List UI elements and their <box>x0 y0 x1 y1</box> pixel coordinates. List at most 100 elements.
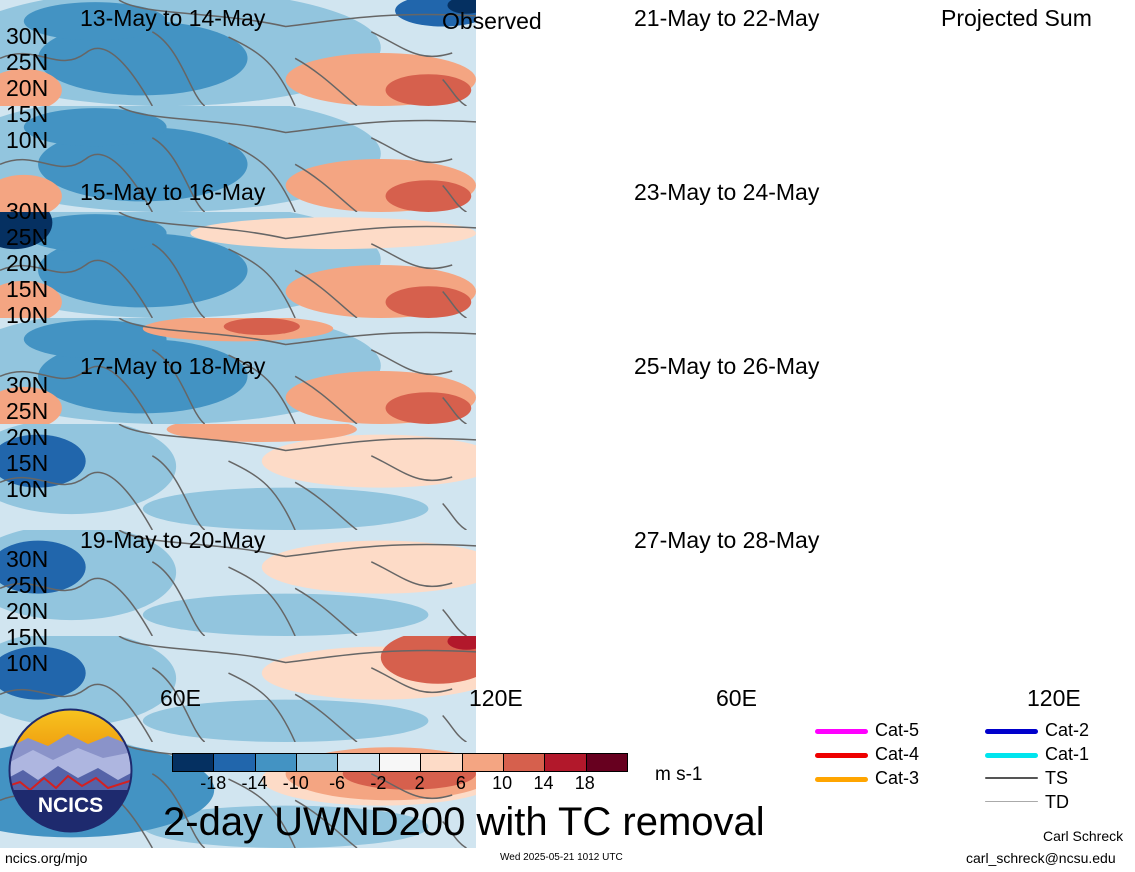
legend-label: Cat-2 <box>1045 720 1090 740</box>
coastline <box>0 635 477 743</box>
colorbar-tick-label: 14 <box>533 773 554 793</box>
colorbar-tick-label: 2 <box>414 773 425 793</box>
coastline <box>0 317 477 425</box>
map-shading <box>0 630 500 743</box>
legend-line <box>985 753 1038 758</box>
lat-label: 15N <box>6 101 49 127</box>
contour-region <box>142 805 429 848</box>
contour-region <box>385 74 472 106</box>
contour-region <box>385 392 472 424</box>
map-panel <box>0 307 477 430</box>
contour-region <box>0 174 62 218</box>
footer-email[interactable]: carl_schreck@ncsu.edu <box>966 850 1116 866</box>
colorbar-tick-label: -18 <box>200 773 227 793</box>
coastline <box>0 529 477 637</box>
lat-label: 10N <box>6 650 49 676</box>
lat-label: 20N <box>6 75 49 101</box>
colorbar-swatch <box>503 754 546 771</box>
contour-region <box>0 68 62 112</box>
legend-line <box>985 777 1038 779</box>
lat-label: 30N <box>6 23 49 49</box>
lat-label: 30N <box>6 372 49 398</box>
lon-label-120e-left: 120E <box>469 685 523 711</box>
contour-region <box>0 434 86 488</box>
legend-line <box>815 777 868 782</box>
colorbar-swatch <box>586 754 627 771</box>
colorbar-swatch <box>214 754 256 771</box>
lat-label: 25N <box>6 49 49 75</box>
lat-label: 15N <box>6 276 49 302</box>
legend-label: Cat-5 <box>875 720 920 740</box>
panel-date: 15-May to 16-May <box>80 179 266 205</box>
footer-timestamp: Wed 2025-05-21 1012 UTC <box>500 852 623 863</box>
map-shading <box>0 95 477 218</box>
contour-region <box>23 2 167 41</box>
legend-line <box>985 729 1038 734</box>
projected-label: Projected Sum <box>941 5 1092 31</box>
legend-label: Cat-4 <box>875 744 920 764</box>
legend-line <box>815 729 868 734</box>
contour-region <box>142 487 429 530</box>
lat-label: 25N <box>6 398 49 424</box>
lat-label: 15N <box>6 624 49 650</box>
lon-label-60e-left: 60E <box>160 685 201 711</box>
colorbar-swatch <box>338 754 380 771</box>
footer-author: Carl Schreck <box>1043 828 1124 844</box>
contour-region <box>23 108 167 147</box>
contour-region <box>385 180 472 212</box>
panel-date: 23-May to 24-May <box>634 179 820 205</box>
legend-label: TD <box>1045 792 1069 812</box>
colorbar-swatch <box>545 754 587 771</box>
contour-region <box>142 593 429 636</box>
map-panel <box>0 0 491 112</box>
colorbar-tick-label: -10 <box>282 773 309 793</box>
colorbar-tick-label: 10 <box>492 773 513 793</box>
panel-date: 27-May to 28-May <box>634 527 820 553</box>
map-shading <box>0 196 477 324</box>
ncics-logo: NCICS <box>8 708 133 833</box>
coastline <box>0 105 477 213</box>
contour-region <box>0 540 86 594</box>
colorbar <box>172 753 628 772</box>
map-shading <box>0 524 500 637</box>
legend-line <box>815 753 868 758</box>
panel-date: 19-May to 20-May <box>80 527 266 553</box>
colorbar-swatch <box>421 754 463 771</box>
logo-text: NCICS <box>38 794 103 817</box>
lat-label: 20N <box>6 598 49 624</box>
map-panel <box>0 95 477 218</box>
map-shading <box>0 307 477 430</box>
panel-date: 25-May to 26-May <box>634 353 820 379</box>
footer-url[interactable]: ncics.org/mjo <box>5 850 88 866</box>
colorbar-swatch <box>462 754 504 771</box>
map-grid <box>0 0 500 849</box>
colorbar-swatch <box>173 754 215 771</box>
colorbar-swatch <box>297 754 339 771</box>
legend-label: Cat-3 <box>875 768 920 788</box>
colorbar-units: m s-1 <box>655 764 703 785</box>
colorbar-swatch <box>379 754 422 771</box>
lat-label: 10N <box>6 302 49 328</box>
lon-label-60e-right: 60E <box>716 685 757 711</box>
colorbar-swatch <box>255 754 298 771</box>
map-shading <box>0 0 491 112</box>
contour-region <box>23 214 167 253</box>
colorbar-tick-label: -6 <box>329 773 346 793</box>
lat-label: 20N <box>6 250 49 276</box>
lat-label: 30N <box>6 546 49 572</box>
lat-label: 20N <box>6 424 49 450</box>
legend-label: Cat-1 <box>1045 744 1090 764</box>
contour-region <box>223 318 300 335</box>
contour-region <box>0 386 62 430</box>
lat-label: 25N <box>6 572 49 598</box>
map-panel <box>0 196 477 324</box>
coastline <box>0 211 477 319</box>
colorbar-tick-label: -2 <box>370 773 387 793</box>
figure-title: 2-day UWND200 with TC removal <box>163 800 765 844</box>
lat-label: 25N <box>6 224 49 250</box>
contour-region <box>0 280 62 324</box>
contour-region <box>385 286 472 318</box>
contour-region <box>0 646 86 700</box>
map-panel <box>0 630 500 743</box>
observed-label: Observed <box>442 8 542 34</box>
